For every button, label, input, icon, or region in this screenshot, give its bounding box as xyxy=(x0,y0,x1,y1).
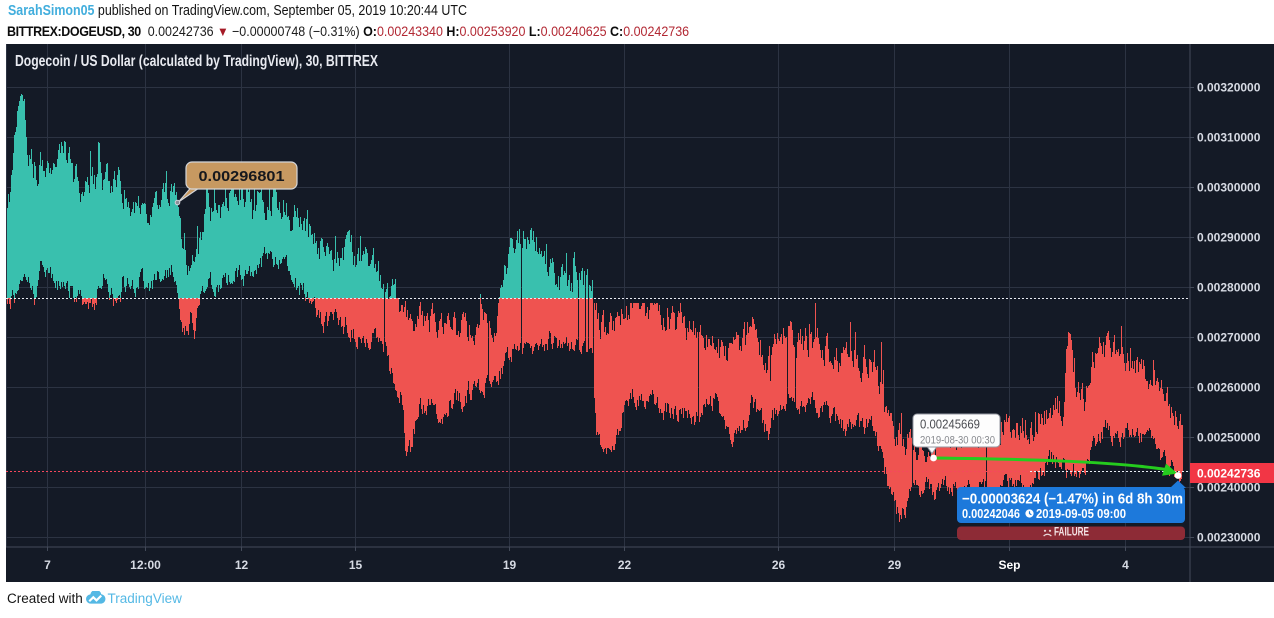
svg-text:0.00242736: 0.00242736 xyxy=(1197,466,1261,480)
svg-text:0.00280000: 0.00280000 xyxy=(1197,281,1261,295)
svg-text:FAILURE: FAILURE xyxy=(1054,527,1089,539)
svg-text:0.00245669: 0.00245669 xyxy=(920,418,980,432)
svg-text:7: 7 xyxy=(44,558,51,572)
svg-text:0.00310000: 0.00310000 xyxy=(1197,131,1261,145)
svg-text:0.00230000: 0.00230000 xyxy=(1197,531,1261,545)
svg-text:Dogecoin / US Dollar (calculat: Dogecoin / US Dollar (calculated by Trad… xyxy=(15,53,379,70)
svg-text:2019-09-05 09:00: 2019-09-05 09:00 xyxy=(1036,507,1126,521)
svg-text:0.00260000: 0.00260000 xyxy=(1197,381,1261,395)
svg-text:0.00290000: 0.00290000 xyxy=(1197,231,1261,245)
svg-text:−0.00003624 (−1.47%) in 6d 8h: −0.00003624 (−1.47%) in 6d 8h 30m xyxy=(962,492,1183,508)
svg-text:0.00250000: 0.00250000 xyxy=(1197,431,1261,445)
svg-text:0.00300000: 0.00300000 xyxy=(1197,181,1261,195)
svg-text:26: 26 xyxy=(772,558,786,572)
svg-text:0.00270000: 0.00270000 xyxy=(1197,331,1261,345)
svg-text:0.00242046: 0.00242046 xyxy=(962,507,1020,521)
svg-text:22: 22 xyxy=(618,558,632,572)
svg-text:19: 19 xyxy=(503,558,517,572)
svg-text:0.00240000: 0.00240000 xyxy=(1197,481,1261,495)
svg-text:29: 29 xyxy=(888,558,902,572)
svg-text:0.00296801: 0.00296801 xyxy=(199,168,285,185)
svg-text:0.00320000: 0.00320000 xyxy=(1197,81,1261,95)
svg-text:Sep: Sep xyxy=(998,558,1020,572)
svg-text:15: 15 xyxy=(349,558,363,572)
svg-text:4: 4 xyxy=(1122,558,1129,572)
svg-text:12:00: 12:00 xyxy=(130,558,161,572)
svg-text:2019-08-30 00:30: 2019-08-30 00:30 xyxy=(920,435,995,447)
svg-text:12: 12 xyxy=(235,558,249,572)
